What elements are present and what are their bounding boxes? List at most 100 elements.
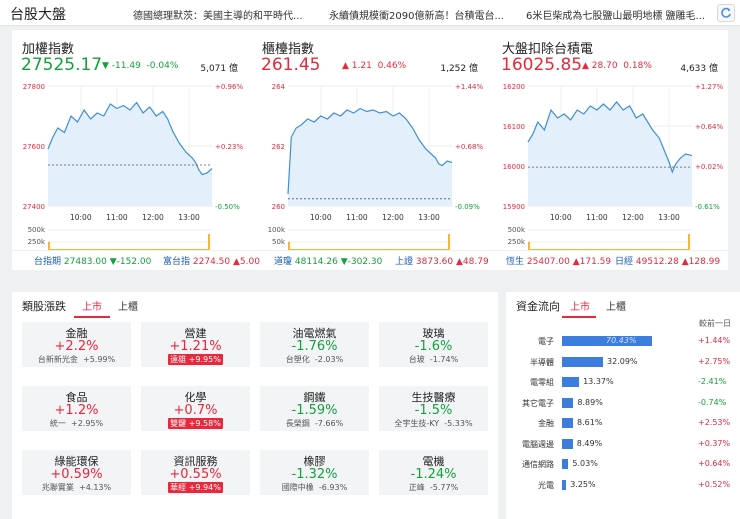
volume-spike: [688, 234, 690, 253]
ticker-item[interactable]: 道瓊 48114.26 ▼-302.30: [274, 257, 383, 267]
ticker-item[interactable]: 恆生 25407.00 ▲171.59: [506, 257, 612, 267]
ticker-item[interactable]: 富台指 2274.50 ▲5.00: [163, 257, 260, 267]
sector-change: +0.55%: [169, 467, 222, 482]
flow-row[interactable]: 光電 3.25% +0.52%: [506, 477, 740, 495]
leading-stock[interactable]: 兆聯實業 +4.13%: [41, 483, 112, 492]
leading-stock[interactable]: 國際中橡 -6.93%: [281, 483, 348, 492]
flow-bar: [562, 418, 573, 428]
price-line: [47, 101, 213, 176]
limit-up-badge: 遠雄 +9.95%: [168, 354, 223, 365]
index-volume: 4,633 億: [680, 64, 718, 74]
y-pct-label: +0.64%: [695, 123, 723, 131]
vol-tick-label: 500k: [508, 226, 526, 234]
ticker-item[interactable]: 台指期 27483.00 ▼-152.00: [34, 257, 152, 267]
sector-name: 生技醫療: [411, 391, 456, 404]
sector-tile[interactable]: 食品 +1.2% 統一 +2.95%: [22, 386, 131, 431]
ticker-item[interactable]: 上證 3873.60 ▲48.79: [395, 257, 489, 267]
sector-change: -1.59%: [291, 403, 338, 418]
leading-stock[interactable]: 長榮鋼 -7.66%: [285, 419, 344, 428]
sector-change: +1.21%: [169, 339, 222, 354]
flow-category: 其它電子: [522, 398, 554, 408]
flow-row[interactable]: 電腦週邊 8.49% +0.37%: [506, 436, 740, 454]
flow-bar: [562, 336, 652, 346]
vol-tick-label: 250k: [508, 238, 526, 246]
sector-tile[interactable]: 營建 +1.21% 遠雄 +9.95%: [141, 322, 250, 367]
sector-tile[interactable]: 鋼鐵 -1.59% 長榮鋼 -7.66%: [260, 386, 369, 431]
tab-listed[interactable]: 上市: [82, 302, 102, 313]
x-tick-label: 13:00: [658, 213, 680, 222]
ticker-item[interactable]: 日經 49512.28 ▲128.99: [615, 257, 721, 267]
sector-change: +2.2%: [54, 339, 99, 354]
tab-listed[interactable]: 上市: [570, 302, 590, 313]
sector-name: 營建: [184, 327, 207, 340]
sector-tile[interactable]: 電機 -1.24% 正峰 -5.77%: [379, 450, 488, 495]
index-volume: 5,071 億: [200, 64, 238, 74]
refresh-button[interactable]: [717, 4, 735, 22]
tab-otc[interactable]: 上櫃: [606, 302, 626, 313]
sector-change: -1.24%: [410, 467, 457, 482]
limit-up-badge: 雙鍵 +9.58%: [168, 418, 223, 429]
sector-tile[interactable]: 金融 +2.2% 台新新光金 +5.99%: [22, 322, 131, 367]
sector-title: 類股漲跌: [22, 300, 66, 313]
sector-name: 油電燃氣: [292, 327, 337, 340]
leading-stock[interactable]: 台新新光金 +5.99%: [37, 355, 116, 364]
x-tick-label: 10:00: [550, 213, 572, 222]
x-tick-label: 12:00: [142, 213, 164, 222]
leading-stock[interactable]: 台塑化 -2.03%: [285, 355, 344, 364]
flow-category: 電零組: [530, 378, 554, 387]
flow-category: 通信網路: [522, 460, 554, 469]
flow-change: +2.75%: [698, 356, 731, 366]
sector-tile[interactable]: 生技醫療 -1.5% 全宇生技-KY -5.33%: [379, 386, 488, 431]
sector-name: 電機: [422, 455, 445, 468]
x-tick-label: 11:00: [586, 213, 608, 222]
flow-row[interactable]: 金融 8.61% +2.53%: [506, 415, 740, 433]
index-chart: 16200 +1.27% 16100 +0.64% 16000 +0.02% 15900 -0…: [503, 83, 723, 254]
leading-stock[interactable]: 華經 +9.94%: [141, 482, 250, 493]
vol-tick-label: 100k: [268, 226, 286, 234]
volume-spike: [48, 242, 50, 253]
leading-stock[interactable]: 統一 +2.95%: [49, 419, 104, 428]
flow-row[interactable]: 其它電子 8.89% -0.74%: [506, 395, 740, 413]
tab-otc[interactable]: 上櫃: [118, 302, 138, 313]
sector-tile[interactable]: 玻璃 -1.6% 台玻 -1.74%: [379, 322, 488, 367]
x-tick-label: 11:00: [106, 213, 128, 222]
sector-tile[interactable]: 油電燃氣 -1.76% 台塑化 -2.03%: [260, 322, 369, 367]
tab-underline: [562, 316, 596, 318]
flow-row[interactable]: 半導體 32.09% +2.75%: [506, 354, 740, 372]
flow-row[interactable]: 通信網路 5.03% +0.64%: [506, 456, 740, 474]
price-area: [528, 102, 692, 206]
news-link[interactable]: 永續債規模衝2090億新高！台積電台...: [329, 11, 504, 22]
sector-name: 橡膠: [303, 455, 326, 468]
flow-share: 8.89%: [577, 397, 603, 407]
y-tick-label: 260: [272, 203, 285, 211]
volume-spike: [528, 242, 530, 253]
flow-row[interactable]: 電零組 13.37% -2.41%: [506, 374, 740, 392]
news-link[interactable]: 6米巨柴成為七股鹽山最明地標 鹽雕毛...: [526, 11, 706, 22]
volume-spike: [208, 234, 210, 253]
index-panel: 加權指數 27525.17 ▼ -11.49 -0.04% 5,071 億 27…: [12, 30, 728, 270]
flow-share: 32.09%: [607, 356, 638, 366]
vol-tick-label: 500k: [28, 226, 46, 234]
y-tick-label: 27600: [23, 143, 45, 151]
sector-name: 綠能環保: [54, 455, 99, 468]
sector-tile[interactable]: 化學 +0.7% 雙鍵 +9.58%: [141, 386, 250, 431]
sector-tile[interactable]: 橡膠 -1.32% 國際中橡 -6.93%: [260, 450, 369, 495]
index-change: ▼ -11.49 -0.04%: [102, 61, 179, 71]
y-tick-label: 16100: [503, 123, 525, 131]
leading-stock[interactable]: 雙鍵 +9.58%: [141, 418, 250, 429]
volume-spike: [448, 234, 450, 253]
y-tick-label: 262: [272, 143, 285, 151]
y-tick-label: 16000: [503, 163, 525, 171]
flow-column-header: 較前一日: [699, 319, 731, 328]
y-tick-label: 15900: [503, 203, 525, 211]
sector-tile[interactable]: 資訊服務 +0.55% 華經 +9.94%: [141, 450, 250, 495]
leading-stock[interactable]: 台玻 -1.74%: [408, 355, 459, 364]
leading-stock[interactable]: 正峰 -5.77%: [408, 483, 459, 492]
news-link[interactable]: 德國總理默茨：美國主導的和平時代...: [133, 11, 303, 22]
header: 台股大盤 德國總理默茨：美國主導的和平時代... 永續債規模衝2090億新高！台…: [0, 0, 740, 26]
sector-tile[interactable]: 綠能環保 +0.59% 兆聯實業 +4.13%: [22, 450, 131, 495]
x-tick-label: 10:00: [310, 213, 332, 222]
leading-stock[interactable]: 遠雄 +9.95%: [141, 354, 250, 365]
flow-row[interactable]: 電子 70.43% +1.44%: [506, 333, 740, 351]
leading-stock[interactable]: 全宇生技-KY -5.33%: [394, 419, 473, 428]
